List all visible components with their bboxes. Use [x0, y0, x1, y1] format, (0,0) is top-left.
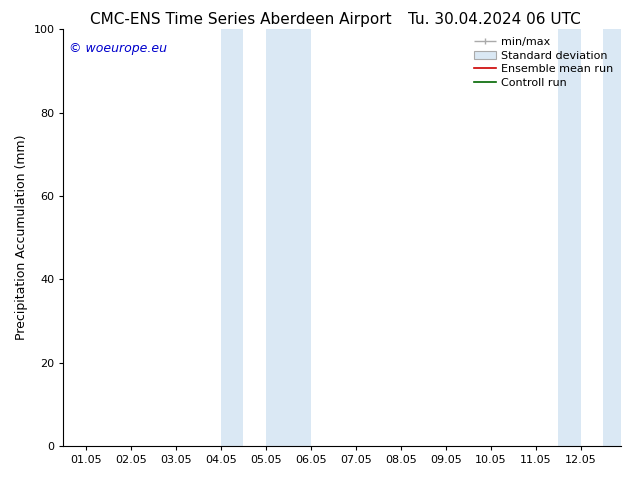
Bar	[266, 29, 311, 446]
Bar	[604, 29, 621, 446]
Text: Tu. 30.04.2024 06 UTC: Tu. 30.04.2024 06 UTC	[408, 12, 581, 27]
Text: CMC-ENS Time Series Aberdeen Airport: CMC-ENS Time Series Aberdeen Airport	[90, 12, 392, 27]
Bar	[559, 29, 581, 446]
Bar	[221, 29, 243, 446]
Legend: min/max, Standard deviation, Ensemble mean run, Controll run: min/max, Standard deviation, Ensemble me…	[469, 33, 618, 92]
Text: © woeurope.eu: © woeurope.eu	[69, 42, 167, 55]
Y-axis label: Precipitation Accumulation (mm): Precipitation Accumulation (mm)	[15, 135, 28, 341]
